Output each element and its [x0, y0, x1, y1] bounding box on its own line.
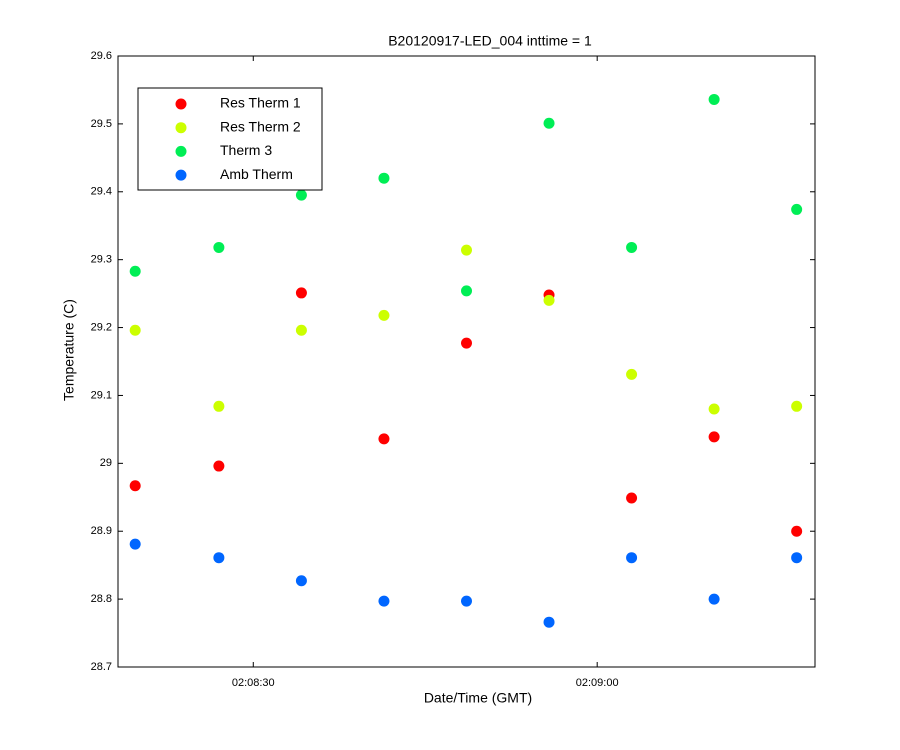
- point: [213, 552, 225, 564]
- y-tick-label: 28.9: [91, 525, 112, 537]
- y-tick-label: 29.3: [91, 254, 112, 266]
- legend-marker: [175, 122, 187, 134]
- legend-label: Amb Therm: [220, 166, 293, 182]
- x-tick-label: 02:09:00: [576, 677, 619, 689]
- y-tick-label: 28.8: [91, 593, 112, 605]
- legend-label: Res Therm 1: [220, 95, 301, 111]
- point: [543, 616, 555, 628]
- point: [708, 403, 720, 415]
- y-tick-label: 29.1: [91, 389, 112, 401]
- point: [378, 433, 390, 445]
- point: [213, 400, 225, 412]
- chart-title: B20120917-LED_004 inttime = 1: [388, 33, 592, 49]
- point: [213, 460, 225, 472]
- point: [708, 93, 720, 105]
- legend-marker: [175, 145, 187, 157]
- y-tick-label: 29.5: [91, 118, 112, 130]
- point: [461, 285, 472, 297]
- point: [129, 265, 141, 277]
- point: [626, 492, 638, 504]
- legend-label: Therm 3: [220, 142, 272, 158]
- point: [378, 172, 390, 184]
- point: [626, 241, 638, 253]
- y-tick-label: 28.7: [91, 661, 112, 673]
- point: [129, 480, 141, 492]
- point: [461, 244, 472, 256]
- x-axis-label: Date/Time (GMT): [424, 690, 532, 706]
- point: [295, 324, 307, 336]
- point: [295, 189, 307, 201]
- legend-box: [137, 87, 323, 191]
- point: [213, 241, 225, 253]
- point: [129, 324, 141, 336]
- y-tick-label: 29.2: [91, 321, 112, 333]
- point: [626, 368, 638, 380]
- y-axis-label: Temperature (C): [61, 299, 77, 401]
- point: [791, 203, 803, 215]
- point: [129, 538, 141, 550]
- y-tick-label: 29: [100, 457, 112, 469]
- y-tick-label: 29.4: [91, 186, 112, 198]
- point: [626, 552, 638, 564]
- point: [708, 593, 720, 605]
- point: [295, 575, 307, 587]
- point: [791, 400, 803, 412]
- point: [461, 337, 472, 349]
- point: [708, 431, 720, 443]
- point: [461, 595, 472, 607]
- x-tick-label: 02:08:30: [232, 677, 275, 689]
- point: [378, 595, 390, 607]
- legend-label: Res Therm 2: [220, 118, 301, 134]
- point: [791, 525, 803, 537]
- point: [378, 309, 390, 321]
- point: [543, 294, 555, 306]
- legend-marker: [175, 169, 187, 181]
- y-tick-label: 29.6: [91, 50, 112, 62]
- point: [543, 117, 555, 129]
- legend-marker: [175, 98, 187, 110]
- point: [295, 287, 307, 299]
- point: [791, 552, 803, 564]
